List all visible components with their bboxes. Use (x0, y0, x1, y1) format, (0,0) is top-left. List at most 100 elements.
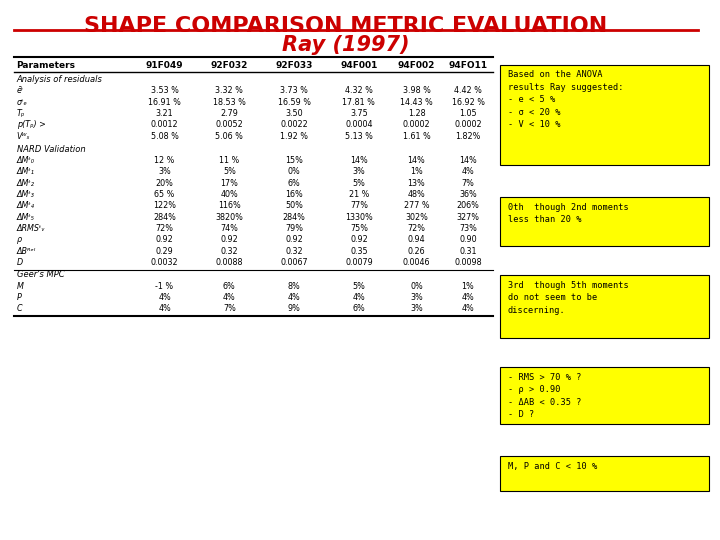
Text: 73%: 73% (459, 224, 477, 233)
Text: ΔBᴿᵉᴵ: ΔBᴿᵉᴵ (17, 247, 36, 255)
Text: ΔMᵗ₂: ΔMᵗ₂ (17, 179, 35, 187)
FancyBboxPatch shape (500, 197, 709, 246)
Text: 0.0002: 0.0002 (454, 120, 482, 129)
Text: 0.29: 0.29 (156, 247, 174, 255)
Text: 4.42 %: 4.42 % (454, 86, 482, 95)
Text: 0.92: 0.92 (156, 235, 174, 244)
Text: 11 %: 11 % (219, 156, 240, 165)
FancyBboxPatch shape (500, 65, 709, 165)
Text: 327%: 327% (456, 213, 480, 221)
Text: 94FO11: 94FO11 (449, 62, 487, 70)
Text: 4%: 4% (462, 293, 474, 302)
Text: 5%: 5% (353, 179, 365, 187)
Text: 5%: 5% (353, 282, 365, 291)
Text: 14%: 14% (350, 156, 368, 165)
Text: -1 %: -1 % (156, 282, 174, 291)
Text: 0.0046: 0.0046 (402, 258, 431, 267)
Text: 3.21: 3.21 (156, 109, 174, 118)
Text: 116%: 116% (218, 201, 240, 210)
Text: 0.0098: 0.0098 (454, 258, 482, 267)
Text: 91F049: 91F049 (145, 62, 184, 70)
Text: 1.28: 1.28 (408, 109, 426, 118)
Text: 1.61 %: 1.61 % (402, 132, 431, 140)
Text: 3.98 %: 3.98 % (402, 86, 431, 95)
Text: 7%: 7% (462, 179, 474, 187)
Text: - RMS > 70 % ?
- ρ > 0.90
- ΔAB < 0.35 ?
- D ?: - RMS > 70 % ? - ρ > 0.90 - ΔAB < 0.35 ?… (508, 373, 581, 419)
Text: 6%: 6% (353, 305, 365, 313)
Text: 48%: 48% (408, 190, 426, 199)
Text: Parameters: Parameters (17, 62, 76, 70)
Text: 17.81 %: 17.81 % (343, 98, 375, 106)
Text: 40%: 40% (220, 190, 238, 199)
Text: 14%: 14% (459, 156, 477, 165)
Text: σᵗₑ: σᵗₑ (17, 98, 27, 106)
Text: 16%: 16% (285, 190, 303, 199)
Text: 3%: 3% (410, 305, 423, 313)
Text: 1%: 1% (410, 167, 423, 176)
Text: 284%: 284% (153, 213, 176, 221)
Text: Analysis of residuals: Analysis of residuals (17, 75, 102, 84)
Text: SHAPE COMPARISON METRIC EVALUATION: SHAPE COMPARISON METRIC EVALUATION (84, 16, 607, 36)
Text: ēᵗ: ēᵗ (17, 86, 24, 95)
Text: 21 %: 21 % (348, 190, 369, 199)
Text: ΔMᵗ₃: ΔMᵗ₃ (17, 190, 35, 199)
Text: 65 %: 65 % (154, 190, 175, 199)
Text: Tₚ: Tₚ (17, 109, 24, 118)
Text: 3.73 %: 3.73 % (280, 86, 308, 95)
Text: 16.91 %: 16.91 % (148, 98, 181, 106)
Text: 4%: 4% (288, 293, 300, 302)
Text: 1%: 1% (462, 282, 474, 291)
Text: 3%: 3% (158, 167, 171, 176)
Text: 3rd  though 5th moments
do not seem to be
discerning.: 3rd though 5th moments do not seem to be… (508, 281, 629, 315)
Text: 92F032: 92F032 (211, 62, 248, 70)
Text: 17%: 17% (220, 179, 238, 187)
Text: 72%: 72% (408, 224, 426, 233)
Text: Geer's MPC: Geer's MPC (17, 271, 64, 279)
Text: 94F002: 94F002 (398, 62, 435, 70)
Text: 16.92 %: 16.92 % (451, 98, 485, 106)
Text: 1330%: 1330% (345, 213, 373, 221)
Text: 7%: 7% (223, 305, 235, 313)
Text: 6%: 6% (288, 179, 300, 187)
Text: 0.92: 0.92 (220, 235, 238, 244)
Text: 18.53 %: 18.53 % (213, 98, 246, 106)
Text: 0.0032: 0.0032 (150, 258, 179, 267)
Text: C: C (17, 305, 22, 313)
Text: 92F033: 92F033 (276, 62, 312, 70)
FancyBboxPatch shape (500, 275, 709, 338)
Text: 16.59 %: 16.59 % (278, 98, 310, 106)
Text: 0.0022: 0.0022 (280, 120, 308, 129)
Text: 0.0052: 0.0052 (215, 120, 243, 129)
FancyBboxPatch shape (500, 367, 709, 424)
Text: 0.0002: 0.0002 (402, 120, 431, 129)
Text: 3.50: 3.50 (285, 109, 303, 118)
Text: 0.92: 0.92 (350, 235, 368, 244)
Text: 1.92 %: 1.92 % (280, 132, 308, 140)
Text: 74%: 74% (220, 224, 238, 233)
Text: 0%: 0% (410, 282, 423, 291)
Text: 0.0067: 0.0067 (280, 258, 308, 267)
Text: 3.53 %: 3.53 % (150, 86, 179, 95)
Text: 0%: 0% (288, 167, 300, 176)
Text: ΔMᵗ₅: ΔMᵗ₅ (17, 213, 35, 221)
Text: 4%: 4% (158, 305, 171, 313)
Text: 94F001: 94F001 (341, 62, 377, 70)
Text: 5.08 %: 5.08 % (150, 132, 179, 140)
Text: 13%: 13% (408, 179, 426, 187)
Text: 6%: 6% (223, 282, 235, 291)
Text: 0.0088: 0.0088 (215, 258, 243, 267)
Text: 0.0012: 0.0012 (150, 120, 179, 129)
Text: 0th  though 2nd moments
less than 20 %: 0th though 2nd moments less than 20 % (508, 202, 629, 224)
Text: 15%: 15% (285, 156, 303, 165)
Text: 0.92: 0.92 (285, 235, 303, 244)
Text: 0.26: 0.26 (408, 247, 426, 255)
Text: 1.82%: 1.82% (455, 132, 481, 140)
Text: 50%: 50% (285, 201, 303, 210)
Text: 3820%: 3820% (215, 213, 243, 221)
Text: Based on the ANOVA
results Ray suggested:
- e < 5 %
- σ < 20 %
- V < 10 %: Based on the ANOVA results Ray suggested… (508, 70, 623, 129)
Text: Vᵂₛ: Vᵂₛ (17, 132, 30, 140)
Text: ΔMᵗ₄: ΔMᵗ₄ (17, 201, 35, 210)
Text: p(Tₚ) >: p(Tₚ) > (17, 120, 45, 129)
Text: D: D (17, 258, 23, 267)
Text: 5%: 5% (223, 167, 235, 176)
